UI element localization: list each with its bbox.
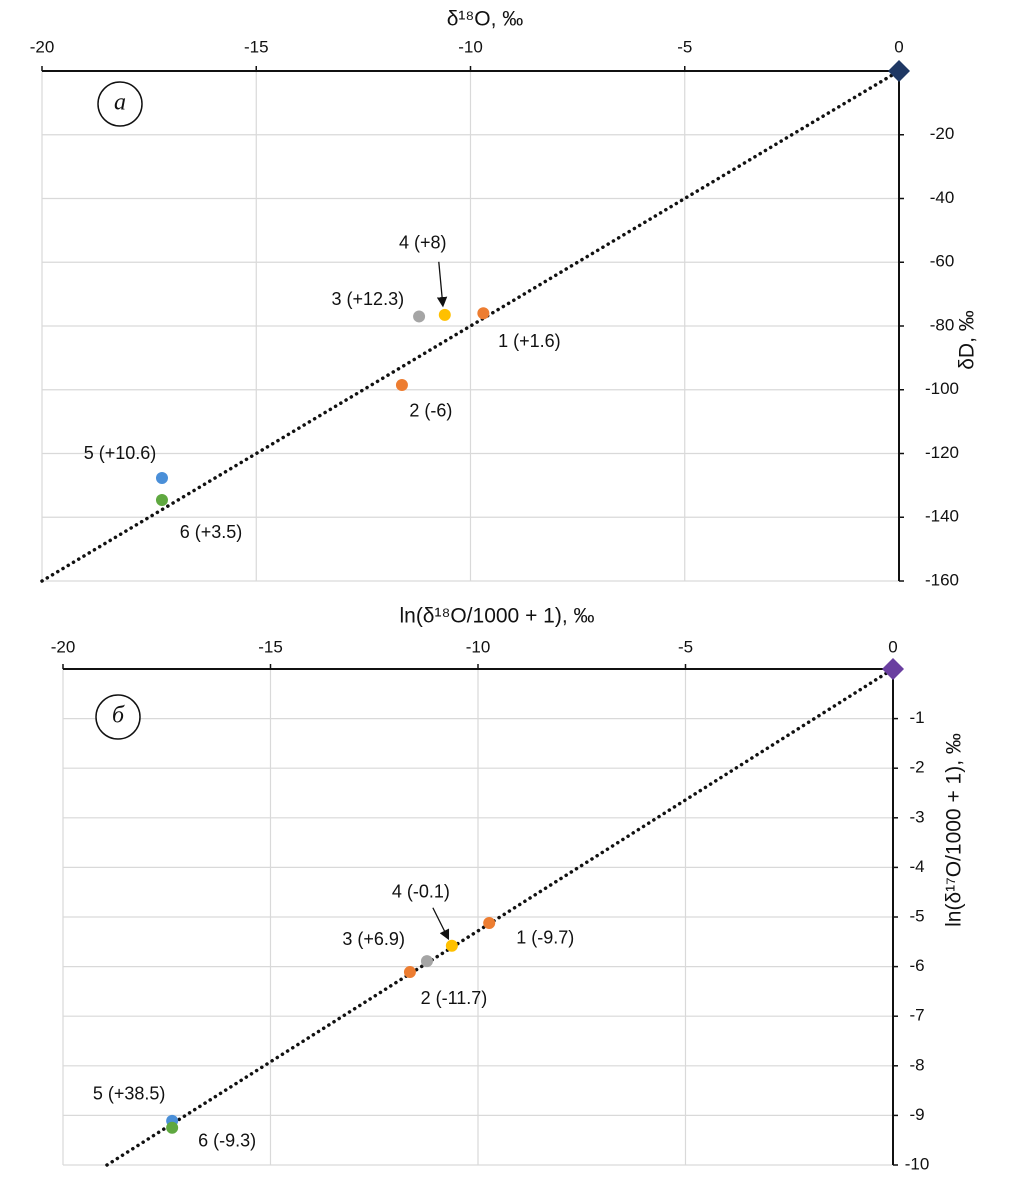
point-label: 1 (-9.7) (516, 928, 574, 948)
data-point (155, 494, 168, 507)
data-point (413, 310, 426, 323)
y-tick-label: -60 (930, 252, 955, 271)
y-tick-label: -80 (930, 315, 955, 334)
x-tick-label: -20 (30, 37, 55, 56)
data-point (438, 308, 451, 321)
reference-line (40, 69, 901, 583)
x-axis-title: ln(δ¹⁸O/1000 + 1), ‰ (399, 605, 594, 628)
point-label: 5 (+38.5) (93, 1084, 166, 1104)
x-axis-title: δ¹⁸O, ‰ (447, 8, 524, 31)
y-tick-label: -120 (925, 443, 959, 462)
data-point (166, 1121, 179, 1134)
reference-line (105, 667, 895, 1167)
y-axis-title: δD, ‰ (956, 310, 979, 370)
data-point (395, 378, 408, 391)
x-tick-label: -5 (677, 37, 692, 56)
y-tick-label: -4 (909, 857, 924, 876)
data-point (483, 916, 496, 929)
y-tick-label: -10 (905, 1154, 930, 1173)
y-tick-label: -40 (930, 188, 955, 207)
point-label: 3 (+12.3) (332, 289, 405, 309)
point-label: 5 (+10.6) (84, 443, 157, 463)
data-point (420, 955, 433, 968)
origin-marker (882, 658, 904, 680)
panel-label: б (112, 703, 125, 729)
x-tick-label: -15 (244, 37, 269, 56)
x-tick-label: -5 (678, 637, 693, 656)
data-point (155, 472, 168, 485)
y-axis-title: ln(δ¹⁷O/1000 + 1), ‰ (943, 733, 966, 927)
point-label: 2 (-11.7) (421, 988, 488, 1008)
y-tick-label: -3 (909, 807, 924, 826)
panel-circle (97, 81, 143, 127)
point-label: 1 (+1.6) (498, 331, 561, 351)
point-label: 6 (-9.3) (198, 1131, 256, 1151)
x-tick-label: 0 (894, 37, 903, 56)
annotation-arrow (432, 907, 450, 941)
y-tick-label: -20 (930, 124, 955, 143)
x-tick-label: -10 (458, 37, 483, 56)
y-tick-label: -7 (909, 1006, 924, 1025)
y-tick-label: -5 (909, 906, 924, 925)
panel-circle (95, 694, 141, 740)
data-point (477, 307, 490, 320)
y-tick-label: -100 (925, 379, 959, 398)
annotation-arrow (436, 261, 448, 308)
panel-label: а (114, 90, 126, 116)
data-point (403, 966, 416, 979)
point-label: 4 (+8) (399, 233, 447, 253)
data-point (445, 939, 458, 952)
x-tick-label: -20 (51, 637, 76, 656)
y-tick-label: -160 (925, 570, 959, 589)
point-label: 3 (+6.9) (342, 929, 405, 949)
y-tick-label: -8 (909, 1055, 924, 1074)
point-label: 2 (-6) (409, 401, 452, 421)
y-tick-label: -140 (925, 507, 959, 526)
x-tick-label: 0 (888, 637, 897, 656)
chart-panel: -20 -15 -10 -5 0 -20 -40 -60 -80 -100 -120 -140 -160… (30, 8, 979, 590)
point-label: 6 (+3.5) (180, 522, 243, 542)
x-tick-label: -10 (466, 637, 491, 656)
y-tick-label: -2 (909, 758, 924, 777)
y-tick-label: -1 (909, 708, 924, 727)
x-tick-label: -15 (258, 637, 283, 656)
y-tick-label: -6 (909, 956, 924, 975)
y-tick-label: -9 (909, 1105, 924, 1124)
chart-panel: -20 -15 -10 -5 0 -1 -2 -3 -4 -5 -6 -7 -8 -9 -10 ln(δ¹⁸O… (51, 605, 966, 1174)
origin-marker (888, 60, 910, 82)
point-label: 4 (-0.1) (392, 882, 450, 902)
